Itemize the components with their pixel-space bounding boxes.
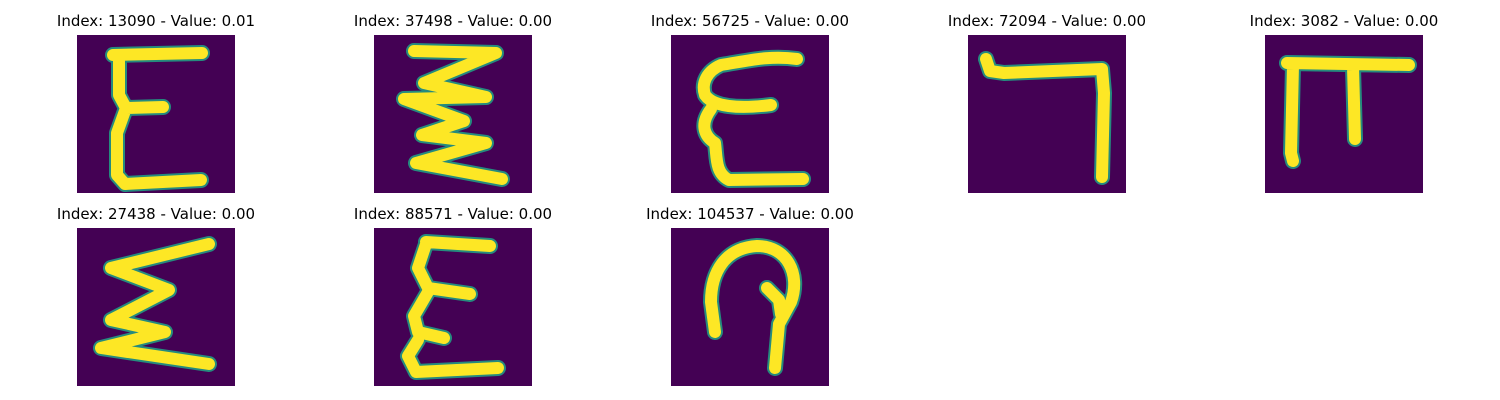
panel-title: Index: 72094 - Value: 0.00 bbox=[927, 12, 1167, 30]
glyph-image bbox=[374, 35, 532, 193]
panel-title: Index: 88571 - Value: 0.00 bbox=[333, 205, 573, 223]
glyph-epsilon-narrow bbox=[374, 228, 532, 386]
glyph-image bbox=[374, 228, 532, 386]
glyph-sigma-like bbox=[77, 228, 235, 386]
glyph-epsilon-rounded bbox=[671, 35, 829, 193]
glyph-hook-loop bbox=[671, 228, 829, 386]
panel-title: Index: 56725 - Value: 0.00 bbox=[630, 12, 870, 30]
panel-title: Index: 27438 - Value: 0.00 bbox=[36, 205, 276, 223]
panel-title: Index: 13090 - Value: 0.01 bbox=[36, 12, 276, 30]
glyph-image bbox=[77, 35, 235, 193]
glyph-hook-right bbox=[968, 35, 1126, 193]
glyph-image bbox=[1265, 35, 1423, 193]
panel-title: Index: 37498 - Value: 0.00 bbox=[333, 12, 573, 30]
panel-title: Index: 104537 - Value: 0.00 bbox=[630, 205, 870, 223]
glyph-pi-like bbox=[1265, 35, 1423, 193]
glyph-image bbox=[671, 228, 829, 386]
glyph-epsilon-tall bbox=[77, 35, 235, 193]
panel-title: Index: 3082 - Value: 0.00 bbox=[1224, 12, 1464, 30]
glyph-image bbox=[77, 228, 235, 386]
glyph-image bbox=[968, 35, 1126, 193]
glyph-image bbox=[671, 35, 829, 193]
glyph-zigzag bbox=[374, 35, 532, 193]
